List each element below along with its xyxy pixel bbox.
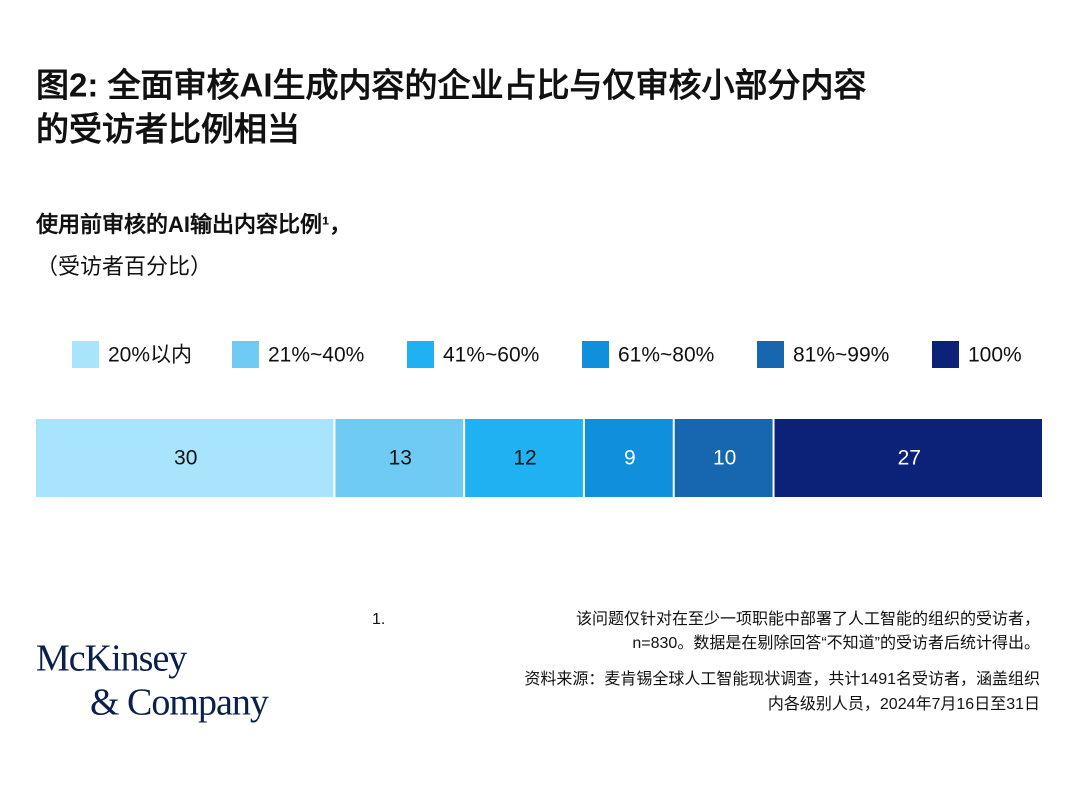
legend-label: 20%以内 xyxy=(108,344,192,367)
value-label: 9 xyxy=(624,447,636,470)
legend-label: 61%~80% xyxy=(618,344,714,367)
bar-segment xyxy=(335,419,464,497)
chart-title: 图2: 全面审核AI生成内容的企业占比与仅审核小部分内容 xyxy=(36,67,867,104)
value-label: 27 xyxy=(898,447,921,470)
legend-swatch xyxy=(582,341,609,368)
bar-segment xyxy=(674,419,773,497)
logo: McKinsey xyxy=(36,638,187,680)
legend-label: 21%~40% xyxy=(268,344,364,367)
bar-segment xyxy=(774,419,1042,497)
bar-segment xyxy=(36,419,334,497)
unit-note: （受访者百分比） xyxy=(36,254,212,279)
value-label: 12 xyxy=(513,447,536,470)
legend-swatch xyxy=(232,341,259,368)
chart-title: 的受访者比例相当 xyxy=(36,111,300,148)
bar-segment xyxy=(465,419,583,497)
legend-label: 81%~99% xyxy=(793,344,889,367)
value-label: 30 xyxy=(174,447,197,470)
source: 资料来源：麦肯锡全球人工智能现状调查，共计1491名受访者，涵盖组织 xyxy=(524,670,1040,688)
footnote-marker: 1. xyxy=(372,611,385,628)
logo: & Company xyxy=(90,682,269,724)
footnote: 该问题仅针对在至少一项职能中部署了人工智能的组织的受访者， xyxy=(576,610,1040,628)
subtitle: 使用前审核的AI输出内容比例¹， xyxy=(35,212,351,237)
source: 内各级别人员，2024年7月16日至31日 xyxy=(768,695,1040,713)
legend-swatch xyxy=(407,341,434,368)
legend-swatch xyxy=(932,341,959,368)
value-label: 13 xyxy=(389,447,412,470)
legend-label: 100% xyxy=(968,344,1022,367)
bar-segment xyxy=(584,419,673,497)
legend-swatch xyxy=(72,341,99,368)
footnote: n=830。数据是在剔除回答“不知道”的受访者后统计得出。 xyxy=(632,634,1040,652)
value-label: 10 xyxy=(713,447,736,470)
legend-label: 41%~60% xyxy=(443,344,539,367)
legend-swatch xyxy=(757,341,784,368)
